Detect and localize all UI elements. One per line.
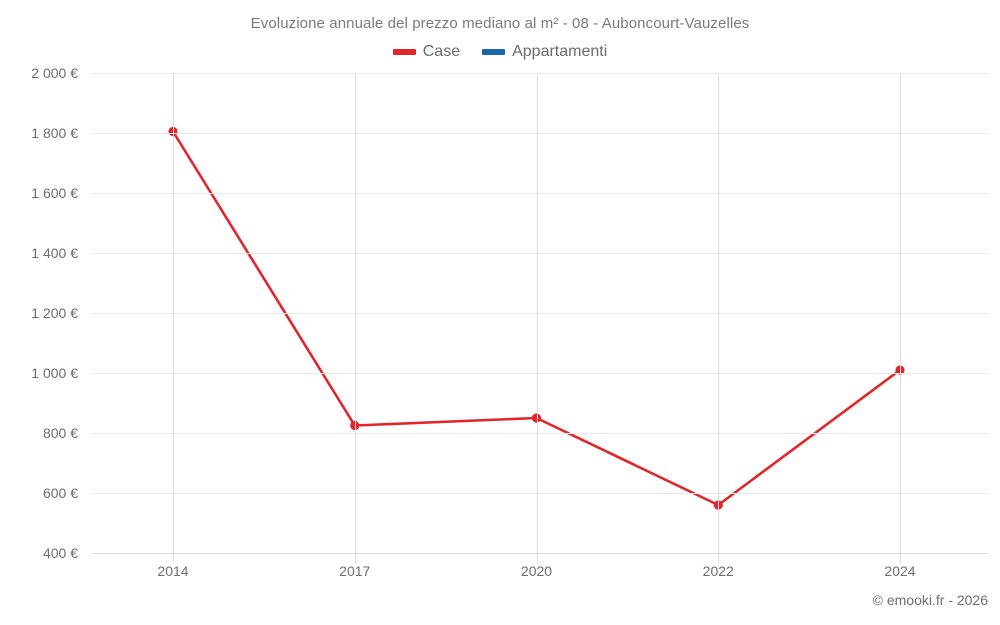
gridline-y [92, 73, 988, 74]
gridline-y [92, 373, 988, 374]
legend-item-case[interactable]: Case [392, 43, 461, 60]
y-axis-tick-label: 400 € [42, 545, 78, 561]
line-swatch-icon [482, 49, 506, 55]
gridline-y [92, 553, 988, 554]
legend-item-appartamenti[interactable]: Appartamenti [482, 44, 607, 60]
gridline-x [718, 73, 720, 564]
y-axis-tick-label: 1 400 € [31, 245, 78, 261]
y-axis-tick-label: 800 € [42, 425, 78, 441]
footer-credit: © emooki.fr - 2026 [872, 592, 988, 608]
y-axis-tick-label: 1 000 € [31, 365, 78, 381]
chart-legend: Case Appartamenti [0, 44, 1000, 60]
y-axis-tick-label: 1 600 € [31, 185, 78, 201]
chart-title: Evoluzione annuale del prezzo mediano al… [250, 15, 750, 32]
gridline-y [92, 253, 988, 254]
x-axis-tick-label: 2024 [884, 563, 916, 579]
gridline-y [92, 193, 988, 194]
y-axis-tick-label: 600 € [42, 485, 78, 501]
y-axis-tick-label: 1 800 € [31, 125, 78, 141]
legend-label-case: Case [422, 43, 461, 60]
gridline-x [354, 73, 356, 564]
x-axis-tick-label: 2014 [157, 563, 189, 579]
legend-label-appartamenti: Appartamenti [512, 43, 608, 60]
x-axis-tick-label: 2020 [520, 563, 553, 579]
y-axis-tick-labels: 400 € 600 € 800 € 1 000 € 1 200 € 1 400 € 1 60… [0, 65, 78, 561]
gridline-x [173, 73, 174, 564]
y-axis-tick-label: 1 200 € [31, 305, 78, 321]
gridline-y [92, 133, 988, 134]
gridline-y [92, 313, 988, 314]
plot-area [92, 73, 988, 564]
line-swatch-icon [392, 49, 416, 55]
gridline-x [900, 73, 901, 564]
gridline-x [536, 73, 538, 564]
gridline-y [92, 493, 988, 494]
gridline-y [92, 433, 988, 434]
x-axis-tick-label: 2017 [339, 563, 371, 579]
x-axis-tick-label: 2022 [702, 563, 734, 579]
x-axis-tick-labels: 2014 2017 2020 2022 2024 [0, 563, 1000, 587]
y-axis-tick-label: 2 000 € [31, 65, 78, 81]
